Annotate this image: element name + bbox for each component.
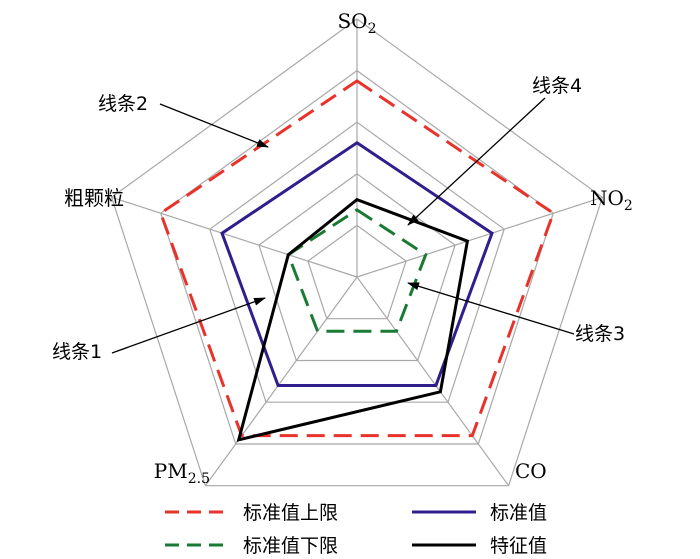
spoke-3: [356, 276, 510, 487]
annotation-label-3: 线条3: [575, 323, 625, 345]
legend-label-4: 特征值: [490, 535, 547, 557]
annotation-label-2: 线条2: [98, 93, 148, 115]
radar-axis-labels: SO2 NO2 CO PM2.5 粗颗粒: [64, 9, 633, 487]
radar-spokes: [111, 19, 603, 487]
annotation-label-1: 线条1: [52, 341, 102, 363]
spoke-2: [356, 196, 603, 278]
grid-ring-2: [258, 173, 456, 362]
series-line-2: [220, 140, 494, 387]
annotation-label-4: 线条4: [532, 75, 582, 97]
spoke-4: [204, 276, 358, 487]
axis-label-1: SO2: [337, 9, 376, 37]
legend-label-1: 标准值上限: [243, 502, 338, 524]
annotation-arrow-3: [407, 282, 575, 335]
grid-ring-5: [110, 18, 604, 487]
radar-annotations: 线条1 线条2 线条3 线条4: [52, 75, 625, 363]
annotation-arrow-1: [111, 297, 266, 354]
legend-label-3: 标准值下限: [243, 535, 338, 557]
spoke-5: [111, 196, 358, 278]
grid-ring-3: [209, 121, 505, 403]
series-line-4: [236, 197, 470, 442]
annotation-arrow-4: [407, 97, 546, 226]
legend-label-2: 标准值: [490, 502, 547, 524]
grid-ring-1: [307, 224, 407, 320]
axis-label-4: PM2.5: [154, 459, 210, 487]
annotation-arrow-2: [159, 103, 269, 148]
axis-label-3: CO: [515, 459, 547, 483]
axis-label-5: 粗颗粒: [64, 186, 124, 210]
radar-series: [158, 79, 556, 442]
axis-label-2: NO2: [590, 186, 633, 214]
series-line-1: [158, 79, 556, 438]
